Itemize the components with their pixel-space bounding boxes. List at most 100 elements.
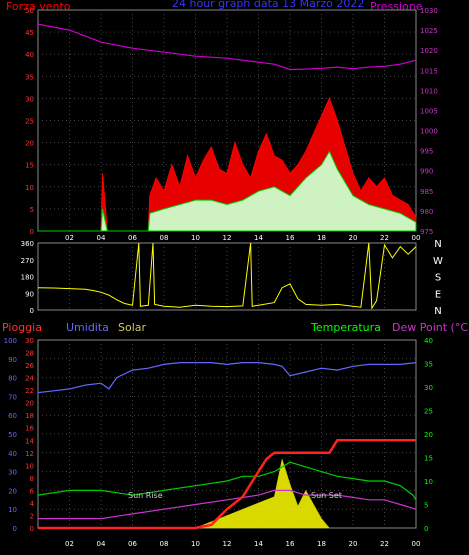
rain-tick: 12: [25, 450, 34, 458]
panel-3-x-tick: 20: [349, 540, 358, 548]
rain-tick: 4: [30, 500, 35, 508]
panel-1-title: 24 hour graph data 13 Marzo 2022: [172, 0, 364, 10]
panel-2-y-tick: 90: [25, 290, 34, 298]
humidity-tick: 40: [8, 450, 17, 458]
panel-1-y-tick: 30: [25, 95, 34, 103]
panel-2-y-tick: 0: [30, 307, 34, 315]
rain-tick: 2: [30, 512, 34, 520]
wind-speed-label: Forza vento: [6, 0, 71, 13]
temperature-label: Temperatura: [310, 321, 381, 334]
panel-1-y-tick: 35: [25, 73, 34, 81]
humidity-tick: 100: [4, 337, 17, 345]
temperature-line: [37, 461, 417, 501]
panel-1-right-tick: 1020: [420, 47, 438, 55]
panel-1-x-ticks: 02 04 06 08 10 12 14 16 18 20 22 00: [65, 234, 420, 242]
panel-1-y-tick: 25: [25, 118, 34, 126]
panel-2-y-tick: 270: [21, 257, 34, 265]
rain-tick: 8: [30, 475, 34, 483]
humidity-tick: 20: [8, 487, 17, 495]
panel-1-y-tick: 15: [25, 162, 34, 170]
humidity-line: [37, 362, 417, 394]
sunset-annotation: Sun Set: [311, 491, 342, 500]
panel-1-right-tick: 1015: [420, 67, 438, 75]
panel-1-right-ticks: 1030 1025 1020 1015 1010 1005 1000 995 990 985 980…: [420, 7, 438, 236]
panel-3-temp-ticks: 40 35 30 25 20 15 10 5 0: [424, 337, 433, 533]
rain-tick: 6: [30, 487, 35, 495]
panel-3-x-tick: 16: [286, 540, 295, 548]
rain-tick: 20: [25, 400, 34, 408]
panel-3-x-tick: 18: [317, 540, 326, 548]
panel-1-x-tick: 04: [97, 234, 106, 242]
panel-3-x-tick: 06: [128, 540, 137, 548]
panel-1-x-tick: 08: [160, 234, 169, 242]
temperature-tick: 35: [424, 361, 433, 369]
panel-1-right-tick: 980: [420, 208, 433, 216]
wind-average-area: [38, 150, 417, 232]
panel-1-y-tick: 45: [25, 29, 34, 37]
rain-tick: 18: [25, 412, 34, 420]
panel-2-y-tick: 180: [21, 274, 34, 282]
humidity-tick: 0: [13, 525, 17, 533]
panel-1-right-tick: 1000: [420, 128, 438, 136]
panel-3-x-tick: 02: [65, 540, 74, 548]
panel-3-x-tick: 04: [97, 540, 106, 548]
panel-1-x-tick: 18: [317, 234, 326, 242]
panel-1-y-tick: 50: [25, 7, 34, 15]
panel-3-x-tick: 14: [254, 540, 263, 548]
temperature-tick: 5: [424, 502, 428, 510]
panel-3-x-tick: 00: [412, 540, 421, 548]
panel-1-x-tick: 16: [286, 234, 295, 242]
panel-1-right-tick: 1010: [420, 87, 438, 95]
humidity-tick: 50: [8, 431, 17, 439]
panel-1-right-tick: 975: [420, 228, 433, 236]
rain-tick: 10: [25, 462, 34, 470]
panel-1-right-tick: 985: [420, 188, 433, 196]
compass-label: N: [434, 306, 441, 317]
panel-1-right-tick: 1030: [420, 7, 438, 15]
panel-3-x-ticks: 02 04 06 08 10 12 14 16 18 20 22 00: [65, 540, 420, 548]
compass-label: N: [434, 239, 441, 250]
sunrise-annotation: Sun Rise: [128, 491, 163, 500]
panel-1-x-tick: 14: [254, 234, 263, 242]
pressure-label: Pressione: [370, 0, 423, 13]
temperature-tick: 15: [424, 455, 433, 463]
panel-3-x-tick: 12: [223, 540, 232, 548]
temperature-tick: 10: [424, 478, 433, 486]
rain-tick: 22: [25, 387, 34, 395]
panel-1-x-tick: 10: [191, 234, 200, 242]
rain-tick: 28: [25, 350, 34, 358]
panel-3-x-tick: 22: [380, 540, 389, 548]
rain-tick: 14: [25, 437, 34, 445]
compass-label: S: [435, 273, 441, 284]
panel-1-y-tick: 10: [25, 184, 34, 192]
humidity-tick: 80: [8, 375, 17, 383]
rain-tick: 0: [30, 525, 34, 533]
rain-tick: 16: [25, 425, 34, 433]
panel-1-right-tick: 1005: [420, 107, 438, 115]
panel-1-x-tick: 22: [380, 234, 389, 242]
rain-line: [38, 439, 416, 530]
humidity-label: Umidita: [66, 321, 109, 334]
panel-1-y-tick: 0: [30, 228, 34, 236]
panel-3-x-tick: 10: [191, 540, 200, 548]
panel-1-right-tick: 1025: [420, 27, 438, 35]
panel-3-series: [37, 362, 417, 530]
panel-1-right-tick: 990: [420, 168, 433, 176]
dewpoint-label: Dew Point (°C): [392, 321, 469, 334]
rain-tick: 30: [25, 337, 34, 345]
panel-1-x-tick: 00: [412, 234, 421, 242]
panel-2-background: [37, 242, 417, 311]
panel-2-y-tick: 360: [21, 240, 34, 248]
humidity-tick: 30: [8, 469, 17, 477]
temperature-tick: 25: [424, 408, 433, 416]
humidity-tick: 90: [8, 356, 17, 364]
panel-1-x-tick: 02: [65, 234, 74, 242]
panel-1-series: [37, 23, 417, 232]
panel-1-x-tick: 06: [128, 234, 137, 242]
